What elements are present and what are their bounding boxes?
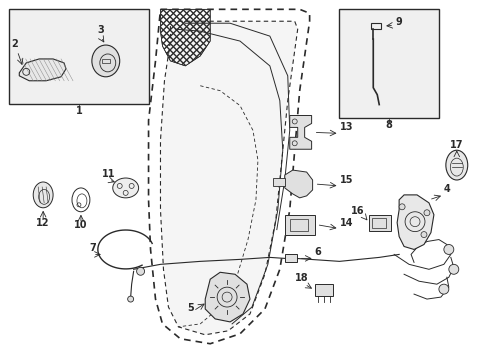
Circle shape [399, 204, 405, 210]
Bar [273, 178, 285, 186]
Text: 13: 13 [340, 122, 353, 132]
Ellipse shape [92, 45, 120, 77]
Text: 2: 2 [11, 39, 18, 49]
Text: 6: 6 [315, 247, 321, 257]
Circle shape [424, 210, 430, 216]
Text: 5: 5 [187, 303, 194, 313]
Bar [285, 255, 297, 262]
Text: 11: 11 [102, 169, 116, 179]
Bar [340, 9, 439, 118]
Text: 1: 1 [75, 105, 82, 116]
Bar [371, 23, 381, 29]
Text: 8: 8 [386, 120, 392, 130]
Text: 7: 7 [90, 243, 96, 253]
Polygon shape [290, 116, 312, 149]
Circle shape [444, 244, 454, 255]
Text: 9: 9 [396, 17, 402, 27]
Ellipse shape [113, 178, 139, 198]
Circle shape [128, 296, 134, 302]
Bar [9, 9, 148, 104]
Text: 3: 3 [98, 25, 104, 35]
Polygon shape [205, 272, 250, 322]
Polygon shape [19, 59, 66, 81]
Text: 14: 14 [340, 218, 353, 228]
Text: 12: 12 [36, 218, 50, 228]
Polygon shape [397, 195, 434, 249]
Text: 16: 16 [351, 206, 365, 216]
Bar [290, 219, 308, 231]
Bar [285, 215, 315, 235]
Text: 15: 15 [340, 175, 353, 185]
Ellipse shape [33, 182, 53, 208]
Circle shape [421, 231, 427, 238]
Ellipse shape [446, 150, 468, 180]
Bar [102, 59, 110, 63]
Bar [315, 284, 333, 296]
Text: 10: 10 [74, 220, 88, 230]
Text: 4: 4 [443, 184, 450, 194]
Text: 17: 17 [450, 140, 464, 150]
Circle shape [449, 264, 459, 274]
Bar [372, 218, 386, 228]
Circle shape [137, 267, 145, 275]
Polygon shape [161, 21, 298, 335]
Circle shape [439, 284, 449, 294]
Text: 18: 18 [295, 273, 309, 283]
Polygon shape [285, 170, 313, 198]
Bar [369, 215, 391, 231]
